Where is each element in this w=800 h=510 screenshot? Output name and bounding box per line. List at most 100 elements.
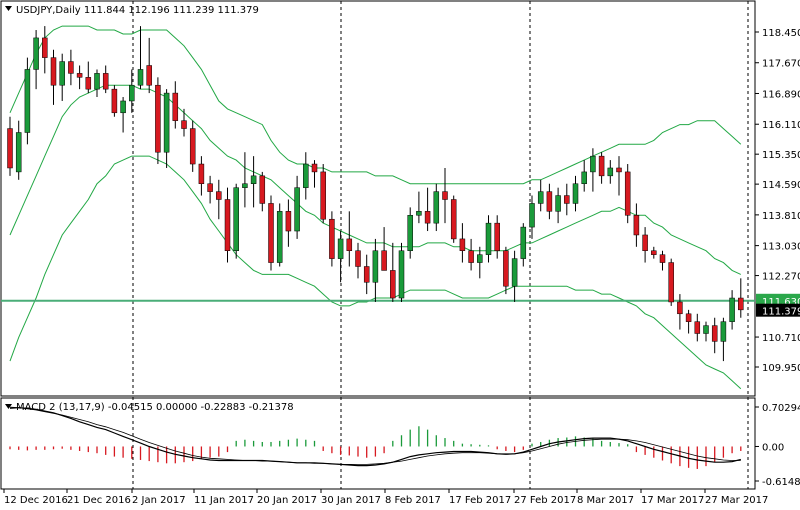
macd-tick-label: -0.61483 (762, 477, 800, 488)
candle (224, 187, 231, 263)
candle (729, 290, 735, 330)
candle-body (581, 171, 587, 184)
candle-body (129, 84, 135, 102)
candle (329, 211, 335, 267)
candle (642, 227, 648, 263)
macd-tick-label: 0.00 (762, 442, 784, 453)
candle (111, 85, 118, 117)
candle-body (642, 234, 648, 251)
candle-body (407, 215, 413, 251)
candle (503, 246, 509, 295)
candle-body (15, 132, 22, 173)
candle (172, 81, 179, 129)
candle (346, 211, 353, 267)
date-tick-label: 2 Jan 2017 (132, 495, 186, 506)
candle (738, 278, 744, 318)
candle (42, 26, 48, 74)
candle (555, 187, 561, 224)
candle-body (146, 65, 152, 86)
candle (24, 57, 31, 145)
candle-body (450, 199, 457, 240)
level-price-label: 111.630 (762, 297, 800, 308)
candle-body (207, 183, 213, 192)
price-tick-label: 117.670 (762, 59, 800, 70)
candle (320, 164, 326, 224)
price-tick-label: 116.890 (762, 89, 800, 100)
candle-body (720, 321, 727, 342)
candle (268, 195, 274, 271)
candle (146, 37, 152, 94)
candle-body (163, 92, 170, 153)
candle-body (50, 57, 57, 86)
candle-body (155, 84, 161, 153)
candle (468, 238, 474, 271)
candle (102, 65, 109, 94)
price-tick-label: 110.710 (762, 333, 800, 344)
symbol-info: USDJPY,Daily 111.844 112.196 111.239 111… (16, 5, 259, 16)
candle (590, 148, 596, 192)
candle-body (59, 61, 65, 86)
price-tick-label: 113.810 (762, 211, 800, 222)
candle-body (424, 211, 431, 224)
candle (416, 191, 422, 224)
last-price-tag (756, 303, 800, 317)
candle-body (250, 175, 257, 184)
candle-body (303, 163, 309, 188)
candle (155, 77, 161, 165)
candle (7, 116, 13, 176)
candle (276, 203, 283, 267)
candle-body (268, 203, 274, 263)
price-tick-label: 115.350 (762, 150, 800, 161)
candle (659, 250, 666, 271)
candle (398, 242, 405, 302)
candle (442, 167, 448, 224)
price-tick-label: 114.590 (762, 180, 800, 191)
candle-body (598, 155, 605, 177)
last-price-label: 111.379 (762, 307, 800, 318)
candle (76, 65, 83, 90)
candle-body (311, 163, 318, 173)
candle-body (607, 167, 614, 177)
candle-body (572, 183, 579, 204)
price-tick-label: 118.450 (762, 28, 800, 39)
candle (546, 183, 553, 220)
date-tick-label: 11 Jan 2017 (194, 495, 254, 506)
price-tick-label: 109.950 (762, 363, 800, 374)
candle (381, 227, 387, 271)
candle (285, 199, 292, 247)
candle (163, 89, 170, 168)
candle (15, 120, 22, 180)
candle-body (276, 211, 283, 263)
macd-panel-frame (0, 397, 756, 490)
candle (50, 49, 57, 105)
price-tick-label: 116.110 (762, 120, 800, 131)
candle (120, 97, 126, 133)
candle (494, 215, 500, 259)
candle (242, 152, 248, 208)
candle (668, 258, 674, 306)
candle-body (337, 238, 344, 259)
candle-body (511, 258, 518, 287)
candle-body (381, 250, 387, 271)
candle (355, 242, 361, 279)
candle (33, 30, 39, 90)
date-tick-label: 8 Feb 2017 (385, 495, 441, 506)
candle-body (320, 171, 326, 220)
candle-body (477, 254, 483, 263)
collapse-arrow-icon[interactable] (5, 6, 12, 11)
candle-body (363, 266, 370, 283)
candle-body (459, 238, 466, 251)
candle-body (694, 321, 701, 334)
candle (511, 250, 518, 302)
candle-body (329, 218, 335, 259)
candle-body (633, 215, 640, 236)
symbol-header: USDJPY,Daily 111.844 112.196 111.239 111… (5, 5, 259, 16)
candle-body (616, 167, 622, 173)
collapse-arrow-icon[interactable] (5, 404, 12, 409)
candle-body (503, 250, 509, 287)
candle (233, 183, 239, 259)
candle (450, 195, 457, 243)
candle (581, 160, 587, 192)
candle-body (7, 128, 13, 169)
